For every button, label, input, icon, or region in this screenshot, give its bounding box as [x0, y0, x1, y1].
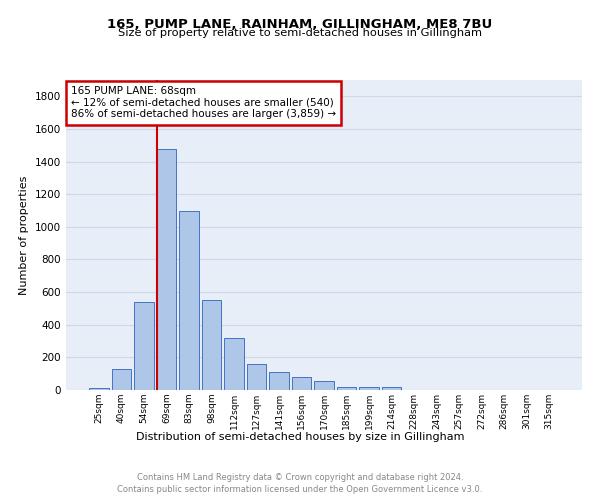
- Y-axis label: Number of properties: Number of properties: [19, 176, 29, 294]
- Text: Distribution of semi-detached houses by size in Gillingham: Distribution of semi-detached houses by …: [136, 432, 464, 442]
- Bar: [337, 386, 356, 390]
- Bar: [382, 386, 401, 390]
- Bar: [89, 388, 109, 390]
- Bar: [314, 381, 334, 390]
- Bar: [269, 372, 289, 390]
- Bar: [112, 369, 131, 390]
- Bar: [224, 338, 244, 390]
- Text: Contains HM Land Registry data © Crown copyright and database right 2024.: Contains HM Land Registry data © Crown c…: [137, 472, 463, 482]
- Bar: [134, 302, 154, 390]
- Bar: [359, 386, 379, 390]
- Bar: [157, 148, 176, 390]
- Text: 165 PUMP LANE: 68sqm
← 12% of semi-detached houses are smaller (540)
86% of semi: 165 PUMP LANE: 68sqm ← 12% of semi-detac…: [71, 86, 336, 120]
- Text: 165, PUMP LANE, RAINHAM, GILLINGHAM, ME8 7BU: 165, PUMP LANE, RAINHAM, GILLINGHAM, ME8…: [107, 18, 493, 30]
- Bar: [179, 210, 199, 390]
- Text: Contains public sector information licensed under the Open Government Licence v3: Contains public sector information licen…: [118, 485, 482, 494]
- Bar: [247, 364, 266, 390]
- Bar: [202, 300, 221, 390]
- Text: Size of property relative to semi-detached houses in Gillingham: Size of property relative to semi-detach…: [118, 28, 482, 38]
- Bar: [292, 377, 311, 390]
